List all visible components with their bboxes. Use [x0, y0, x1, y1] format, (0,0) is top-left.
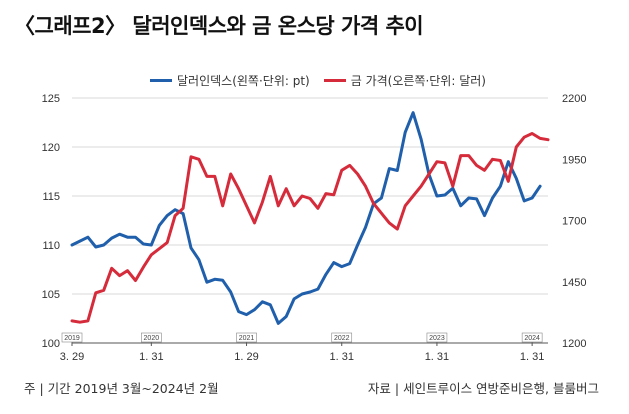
x-tick-year-label: 2022 [334, 335, 350, 342]
x-tick-year-box [236, 332, 257, 343]
right-y-tick-label: 1950 [562, 154, 586, 166]
left-y-tick-label: 105 [42, 289, 60, 301]
left-y-axis-ticks: 100 105 110 115 120 125 [42, 93, 60, 350]
x-axis: 2019 3. 29 2020 1. 31 2021 1. 29 2022 1. 31 2023… [60, 332, 548, 363]
x-tick-year-box [426, 332, 448, 343]
legend-swatch-dxy [150, 79, 172, 82]
x-tick-date-label: 1. 31 [139, 351, 163, 363]
x-tick-year-label: 2020 [144, 335, 160, 342]
legend-item-dxy: 달러인덱스(왼쪽·단위: pt) [150, 72, 310, 89]
x-tick-year-label: 2021 [239, 335, 255, 342]
footnote-period: 주 | 기간 2019년 3월~2024년 2월 [24, 381, 219, 396]
x-tick-year-box [521, 332, 543, 343]
dxy-line [70, 111, 542, 325]
left-y-tick-label: 115 [42, 191, 60, 203]
chart-legend: 달러인덱스(왼쪽·단위: pt) 금 가격(오른쪽·단위: 달러) [150, 72, 500, 89]
x-tick-date-label: 1. 31 [520, 351, 544, 363]
right-y-axis-ticks: 1200 1450 1700 1950 2200 [562, 93, 586, 350]
left-y-tick-label: 125 [42, 93, 60, 105]
x-tick-year-box [141, 332, 162, 343]
gold-line [70, 132, 550, 324]
legend-label-dxy: 달러인덱스(왼쪽·단위: pt) [177, 74, 310, 88]
right-y-tick-label: 2200 [562, 93, 586, 105]
x-tick-date-label: 1. 31 [425, 351, 449, 363]
right-y-tick-label: 1450 [562, 277, 586, 289]
x-tick-date-label: 3. 29 [60, 351, 84, 363]
left-y-tick-label: 110 [42, 240, 60, 252]
right-y-tick-label: 1700 [562, 216, 586, 228]
x-tick-date-label: 1. 31 [329, 351, 353, 363]
left-y-tick-label: 120 [42, 142, 60, 154]
x-tick-date-label: 1. 29 [234, 351, 258, 363]
x-tick-year-box [331, 332, 353, 343]
right-y-tick-label: 1200 [562, 338, 586, 350]
left-y-tick-label: 100 [42, 338, 60, 350]
legend-swatch-gold [323, 79, 346, 82]
x-tick-year-box [61, 332, 83, 343]
x-tick-year-label: 2023 [429, 335, 445, 342]
gridlines [72, 97, 548, 295]
series-lines [70, 111, 550, 325]
legend-label-gold: 금 가격(오른쪽·단위: 달러) [350, 74, 486, 88]
legend-item-gold: 금 가격(오른쪽·단위: 달러) [323, 72, 486, 89]
x-tick-year-label: 2019 [64, 335, 80, 342]
x-tick-year-label: 2024 [524, 335, 540, 342]
chart-title: 〈그래프2〉 달러인덱스와 금 온스당 가격 추이 [14, 14, 424, 38]
footnote-source: 자료 | 세인트루이스 연방준비은행, 블룸버그 [367, 381, 599, 396]
